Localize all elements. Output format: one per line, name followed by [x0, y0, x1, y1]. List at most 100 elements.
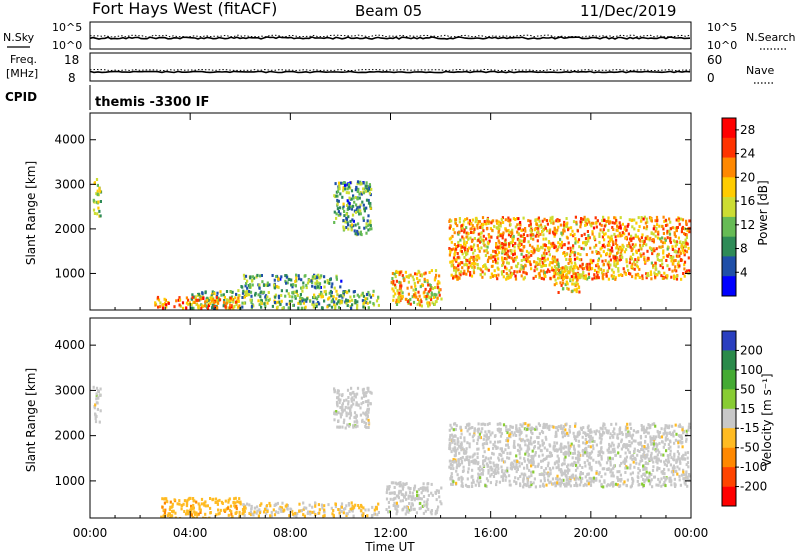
data-cell [616, 256, 619, 260]
data-cell [536, 267, 539, 271]
data-cell [658, 435, 661, 439]
data-cell [455, 258, 458, 262]
data-cell [215, 296, 218, 299]
data-cell [214, 497, 218, 501]
data-cell [657, 483, 660, 487]
data-cell [259, 503, 262, 507]
data-cell [518, 433, 521, 437]
data-cell [479, 226, 482, 229]
data-cell [350, 397, 353, 401]
data-cell [467, 232, 470, 236]
data-cell [250, 294, 253, 298]
data-cell [364, 299, 367, 303]
data-cell [667, 457, 670, 461]
data-cell [356, 424, 359, 428]
data-cell [299, 296, 302, 300]
data-cell [675, 432, 678, 436]
data-cell [598, 451, 601, 455]
data-cell [630, 237, 633, 241]
data-cell [367, 198, 370, 202]
data-cell [543, 271, 547, 275]
data-cell [582, 276, 585, 280]
data-cell [457, 240, 460, 244]
data-cell [506, 253, 509, 257]
data-cell [644, 478, 647, 482]
data-cell [645, 426, 649, 430]
data-cell [557, 276, 560, 280]
data-cell [483, 249, 486, 253]
data-cell [658, 245, 661, 249]
data-cell [609, 248, 612, 252]
data-cell [434, 269, 438, 273]
data-cell [641, 277, 644, 281]
data-cell [545, 483, 548, 487]
data-cell [640, 236, 643, 239]
data-cell [188, 496, 191, 500]
data-cell [543, 422, 546, 426]
data-cell [665, 259, 668, 262]
data-cell [449, 462, 452, 466]
data-cell [565, 474, 568, 478]
data-cell [333, 387, 336, 391]
data-cell [334, 182, 337, 186]
data-cell [550, 217, 553, 221]
data-cell [313, 295, 316, 299]
data-cell [490, 465, 493, 469]
data-cell [338, 508, 342, 512]
data-cell [623, 250, 626, 254]
data-cell [250, 300, 253, 304]
data-cell [346, 221, 349, 225]
data-cell [398, 273, 401, 277]
data-cell [185, 296, 188, 300]
data-cell [223, 299, 226, 302]
data-cell [516, 217, 519, 221]
data-cell [562, 452, 565, 456]
data-cell [522, 233, 525, 237]
data-cell [657, 457, 660, 461]
data-cell [163, 511, 166, 514]
data-cell [586, 433, 589, 437]
data-cell [510, 461, 513, 465]
data-cell [468, 462, 471, 466]
data-cell [226, 298, 229, 302]
data-cell [522, 255, 525, 259]
data-cell [513, 439, 516, 443]
data-cell [354, 415, 357, 419]
data-cell [586, 459, 589, 463]
data-cell [619, 273, 623, 277]
data-cell [603, 224, 606, 228]
data-cell [496, 236, 499, 240]
data-cell [218, 511, 221, 515]
data-cell [506, 443, 509, 447]
data-cell [669, 445, 672, 449]
data-cell [464, 483, 468, 487]
data-cell [182, 306, 185, 310]
data-cell [207, 304, 211, 307]
data-cell [333, 418, 336, 422]
data-cell [577, 240, 580, 244]
data-cell [539, 223, 543, 227]
data-cell [460, 484, 463, 488]
data-cell [478, 256, 481, 260]
data-cell [345, 301, 348, 305]
data-cell [587, 482, 590, 486]
data-cell [621, 222, 624, 226]
data-cell [521, 438, 524, 442]
data-cell [203, 304, 207, 308]
data-cell [597, 276, 600, 280]
data-cell [222, 293, 225, 297]
data-cell [471, 224, 474, 227]
data-cell [450, 426, 453, 430]
data-cell [560, 267, 563, 270]
velocity-colorbar-frame [721, 330, 737, 507]
data-cell [687, 465, 690, 469]
data-cell [360, 233, 363, 237]
data-cell [561, 427, 564, 431]
data-cell [674, 438, 677, 442]
data-cell [248, 285, 251, 289]
data-cell [584, 442, 587, 446]
data-cell [637, 441, 640, 445]
data-cell [661, 241, 664, 245]
data-cell [557, 268, 560, 272]
data-cell [664, 238, 667, 242]
